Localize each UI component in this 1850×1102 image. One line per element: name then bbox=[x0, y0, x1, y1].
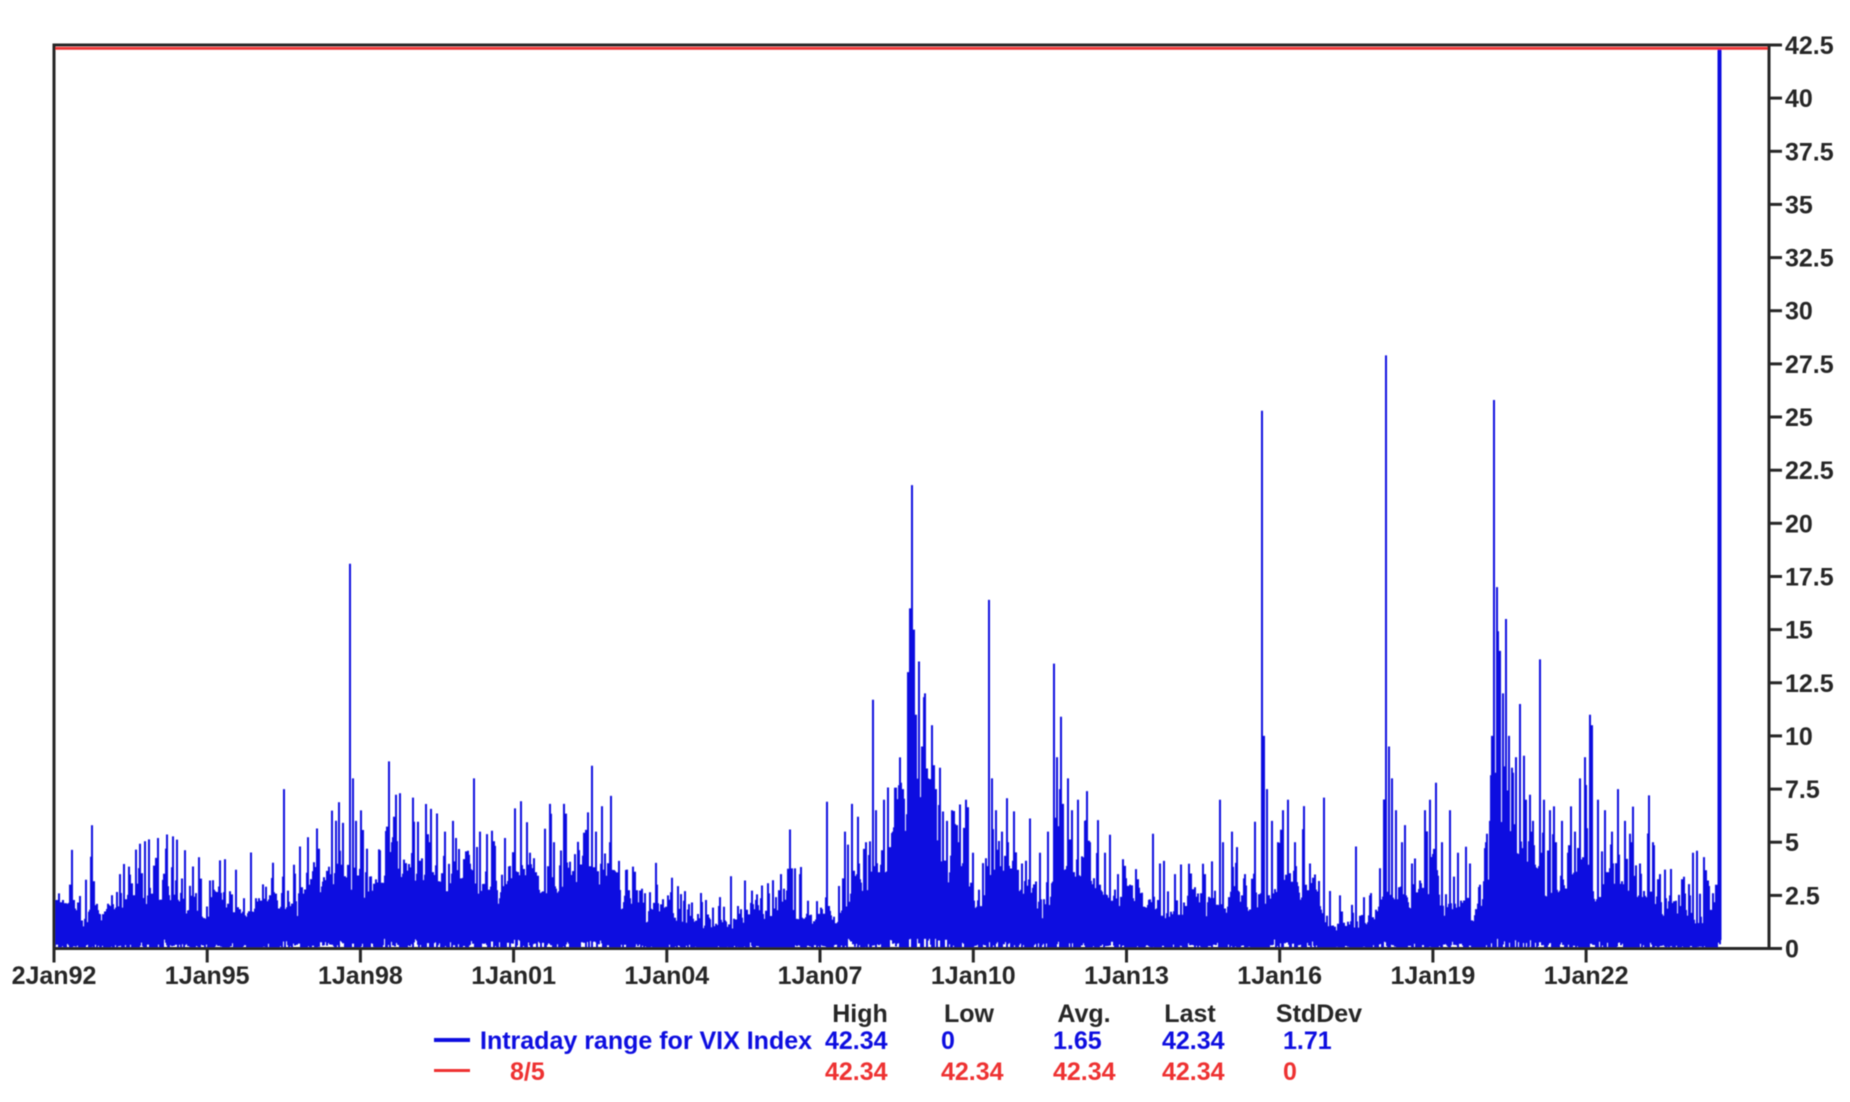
svg-text:42.34: 42.34 bbox=[1162, 1027, 1225, 1055]
svg-text:Last: Last bbox=[1164, 1000, 1216, 1028]
svg-text:10: 10 bbox=[1785, 723, 1813, 751]
svg-text:42.34: 42.34 bbox=[1162, 1058, 1225, 1086]
svg-text:32.5: 32.5 bbox=[1785, 245, 1834, 273]
svg-text:0: 0 bbox=[1785, 936, 1799, 964]
svg-text:22.5: 22.5 bbox=[1785, 457, 1834, 485]
svg-text:37.5: 37.5 bbox=[1785, 138, 1834, 166]
svg-text:42.5: 42.5 bbox=[1785, 32, 1834, 60]
svg-text:17.5: 17.5 bbox=[1785, 564, 1834, 592]
svg-text:7.5: 7.5 bbox=[1785, 776, 1820, 804]
svg-text:5: 5 bbox=[1785, 829, 1799, 857]
svg-text:1Jan13: 1Jan13 bbox=[1084, 962, 1169, 990]
svg-text:30: 30 bbox=[1785, 298, 1813, 326]
svg-text:15: 15 bbox=[1785, 617, 1813, 645]
svg-text:1Jan01: 1Jan01 bbox=[471, 962, 556, 990]
svg-text:StdDev: StdDev bbox=[1276, 1000, 1362, 1028]
svg-text:Intraday range for VIX Index: Intraday range for VIX Index bbox=[480, 1027, 812, 1055]
svg-text:12.5: 12.5 bbox=[1785, 670, 1834, 698]
svg-text:Low: Low bbox=[944, 1000, 995, 1028]
svg-text:25: 25 bbox=[1785, 404, 1813, 432]
svg-text:35: 35 bbox=[1785, 191, 1813, 219]
svg-text:42.34: 42.34 bbox=[825, 1058, 888, 1086]
svg-text:1Jan07: 1Jan07 bbox=[778, 962, 863, 990]
svg-text:1Jan04: 1Jan04 bbox=[624, 962, 709, 990]
svg-text:40: 40 bbox=[1785, 85, 1813, 113]
svg-text:1Jan98: 1Jan98 bbox=[318, 962, 403, 990]
svg-text:1.65: 1.65 bbox=[1053, 1027, 1102, 1055]
svg-text:High: High bbox=[832, 1000, 888, 1028]
svg-text:1Jan16: 1Jan16 bbox=[1237, 962, 1322, 990]
svg-text:2Jan92: 2Jan92 bbox=[12, 962, 97, 990]
svg-text:20: 20 bbox=[1785, 510, 1813, 538]
svg-text:1Jan95: 1Jan95 bbox=[165, 962, 250, 990]
svg-text:Avg.: Avg. bbox=[1057, 1000, 1110, 1028]
svg-text:42.34: 42.34 bbox=[825, 1027, 888, 1055]
svg-text:42.34: 42.34 bbox=[1053, 1058, 1116, 1086]
svg-text:0: 0 bbox=[1283, 1058, 1297, 1086]
svg-text:1Jan19: 1Jan19 bbox=[1391, 962, 1476, 990]
svg-text:1Jan10: 1Jan10 bbox=[931, 962, 1016, 990]
svg-text:8/5: 8/5 bbox=[510, 1058, 545, 1086]
svg-text:1Jan22: 1Jan22 bbox=[1544, 962, 1629, 990]
svg-text:27.5: 27.5 bbox=[1785, 351, 1834, 379]
svg-text:1.71: 1.71 bbox=[1283, 1027, 1332, 1055]
svg-text:2.5: 2.5 bbox=[1785, 882, 1820, 910]
svg-text:42.34: 42.34 bbox=[941, 1058, 1004, 1086]
svg-text:0: 0 bbox=[941, 1027, 955, 1055]
